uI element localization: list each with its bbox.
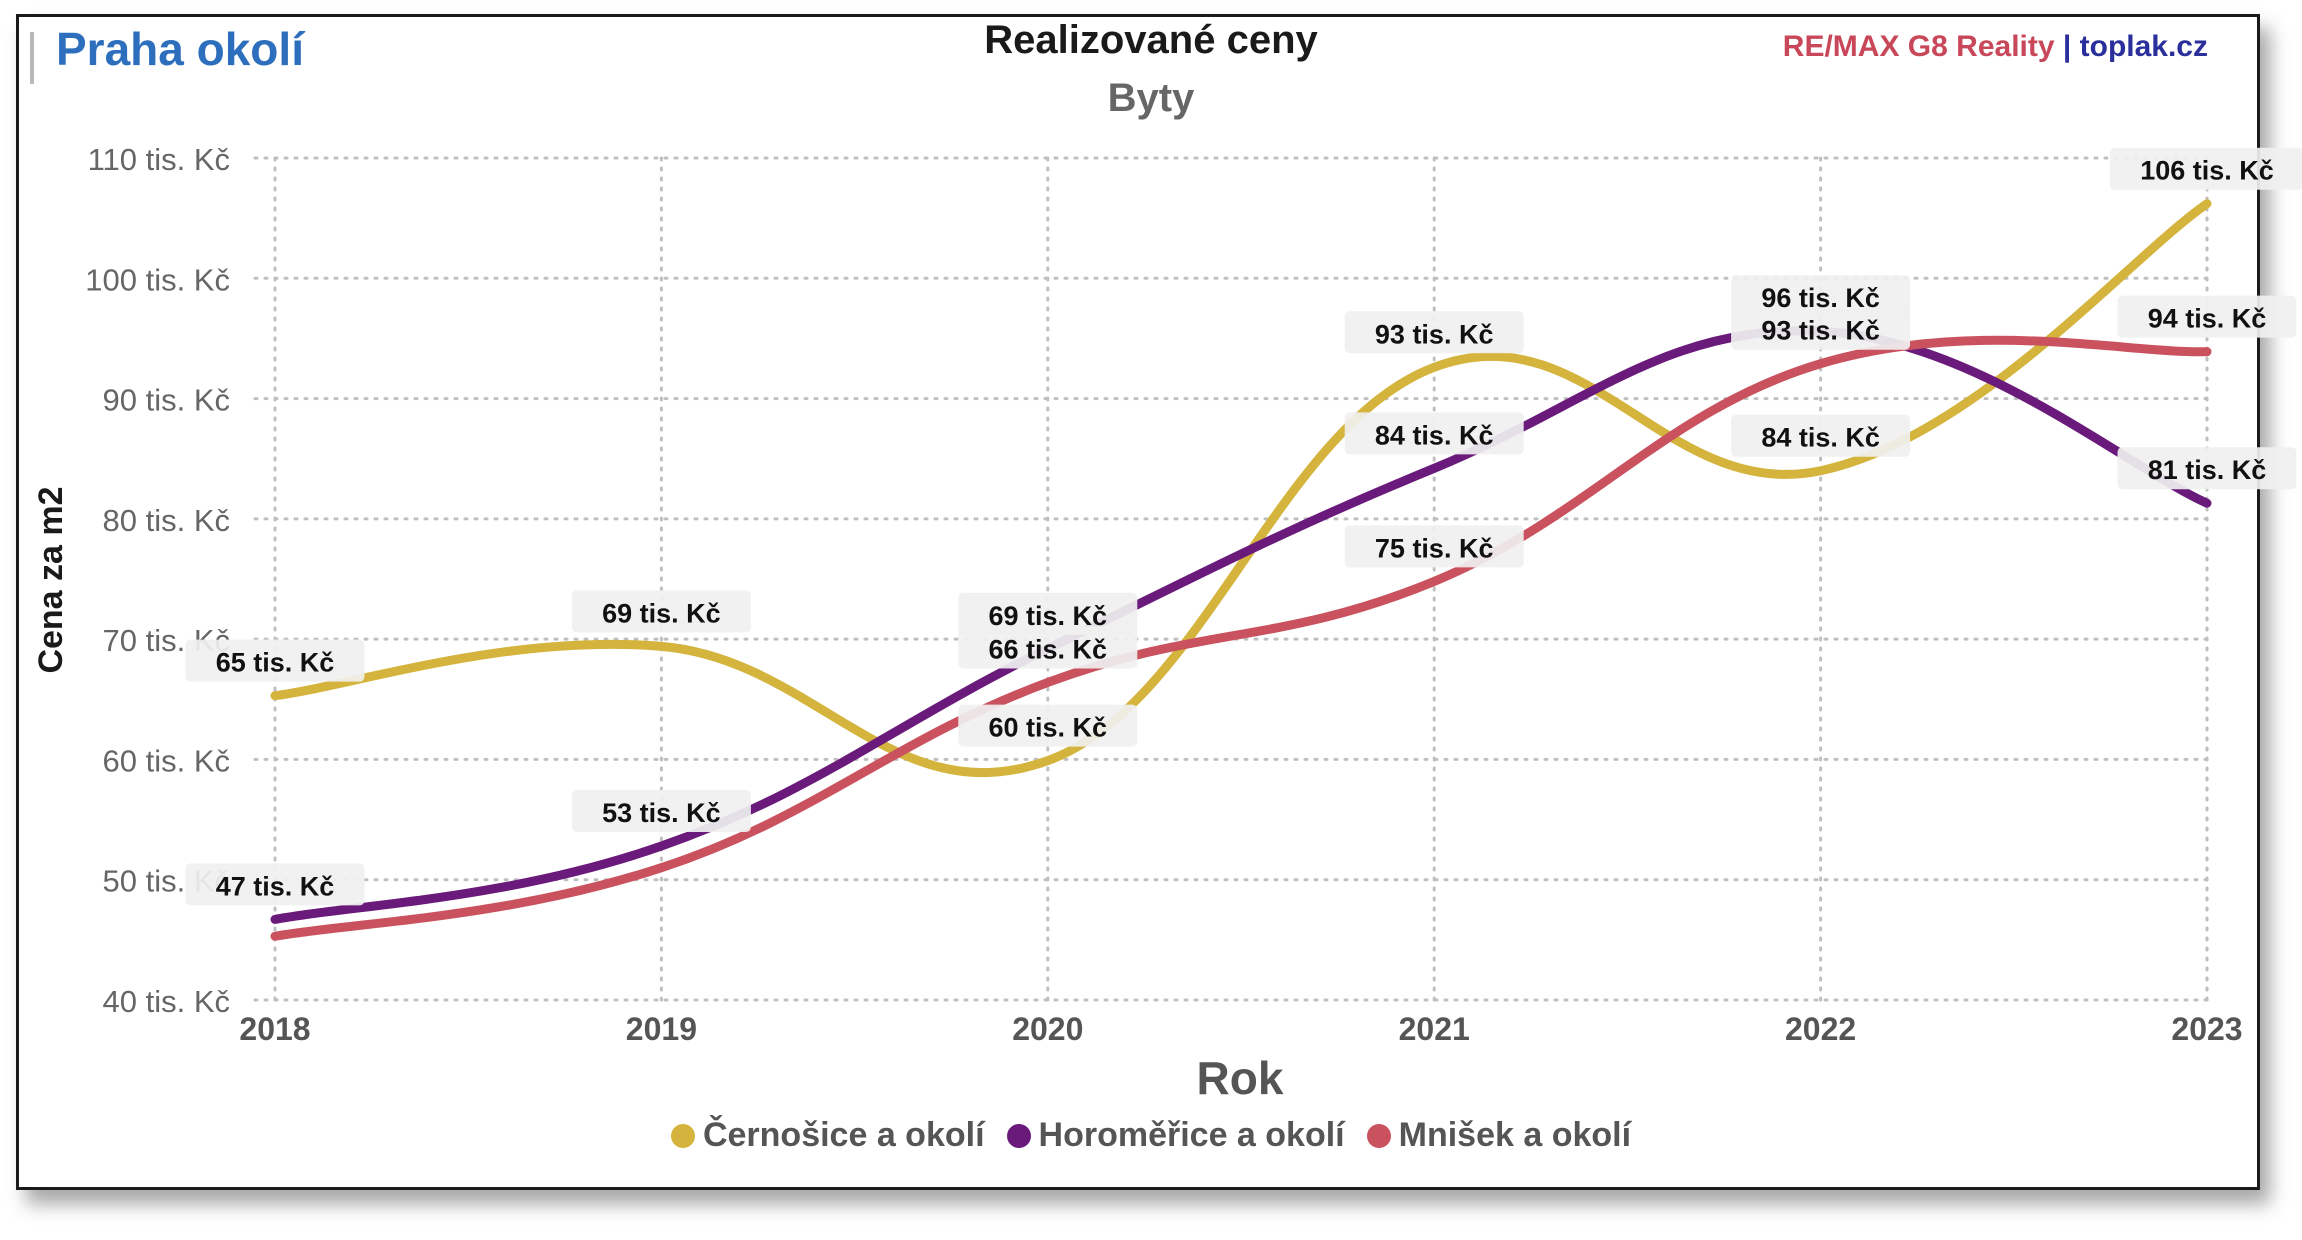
data-label-box — [958, 704, 1138, 747]
data-label-group: 93 tis. Kč — [1731, 307, 1911, 350]
data-label-group: 75 tis. Kč — [1344, 525, 1524, 568]
legend: Černošice a okolí Horoměřice a okolí Mniše… — [0, 1116, 2302, 1155]
legend-label: Mnišek a okolí — [1398, 1116, 1632, 1154]
data-label-group: 53 tis. Kč — [571, 790, 751, 833]
data-label-group: 65 tis. Kč — [185, 639, 365, 682]
x-tick-label: 2023 — [2171, 1011, 2242, 1047]
data-label-group: 81 tis. Kč — [2117, 447, 2297, 490]
legend-swatch — [1006, 1123, 1031, 1148]
data-label: 93 tis. Kč — [1375, 319, 1494, 349]
legend-entry[interactable]: Černošice a okolí — [670, 1116, 985, 1155]
data-label-group: 94 tis. Kč — [2117, 295, 2297, 338]
x-tick-label: 2018 — [239, 1011, 310, 1047]
brand-site-link: toplak.cz — [2079, 30, 2208, 63]
x-axis-ticks: 2018 2019 2020 2021 2022 2023 — [239, 1011, 2242, 1047]
brand-remax: RE/MAX G8 Reality — [1782, 30, 2055, 63]
data-label-group: 69 tis. Kč — [571, 590, 751, 633]
x-tick-label: 2022 — [1785, 1011, 1856, 1047]
data-label-box — [958, 592, 1138, 635]
data-label-group: 93 tis. Kč — [1344, 311, 1524, 354]
data-label-box — [185, 639, 365, 682]
brand-separator: | — [2054, 30, 2080, 63]
data-label: 69 tis. Kč — [602, 598, 721, 628]
chart-subtitle: Byty — [1107, 76, 1195, 120]
data-label-box — [1731, 414, 1911, 457]
data-label-box — [2117, 295, 2297, 338]
series-line-1 — [270, 326, 2212, 924]
data-label-box — [1731, 307, 1911, 350]
y-axis-label: Cena za m2 — [32, 486, 70, 673]
data-label: 94 tis. Kč — [2148, 304, 2267, 334]
data-label-group: 84 tis. Kč — [1731, 414, 1911, 457]
data-label-group: 84 tis. Kč — [1344, 412, 1524, 455]
chart-title: Realizované ceny — [984, 18, 1318, 62]
y-tick-label: 110 tis. Kč — [88, 142, 230, 177]
data-label: 81 tis. Kč — [2148, 455, 2267, 485]
data-label: 69 tis. Kč — [989, 601, 1108, 631]
legend-entry[interactable]: Horoměřice a okolí — [1006, 1116, 1345, 1155]
y-tick-label: 90 tis. Kč — [103, 383, 231, 418]
x-tick-label: 2019 — [626, 1011, 697, 1047]
brand-credit: RE/MAX G8 Reality | toplak.cz — [1783, 30, 2208, 64]
y-tick-label: 80 tis. Kč — [103, 503, 231, 538]
data-label: 66 tis. Kč — [989, 634, 1108, 664]
data-label: 65 tis. Kč — [216, 648, 335, 678]
data-label: 84 tis. Kč — [1375, 420, 1494, 450]
series-line-2 — [270, 335, 2212, 941]
data-label-box — [571, 790, 751, 833]
legend-label: Černošice a okolí — [702, 1116, 985, 1154]
y-tick-label: 60 tis. Kč — [103, 743, 231, 778]
data-label-box — [2109, 147, 2302, 190]
title-accent-bar — [30, 32, 34, 84]
data-label-box — [1731, 275, 1911, 318]
data-label: 47 tis. Kč — [216, 871, 335, 901]
legend-label: Horoměřice a okolí — [1038, 1116, 1345, 1154]
y-tick-label: 100 tis. Kč — [85, 262, 230, 297]
data-label-group: 66 tis. Kč — [958, 626, 1138, 669]
data-label-group: 60 tis. Kč — [958, 704, 1138, 747]
data-label-box — [2117, 447, 2297, 490]
data-label-box — [1344, 525, 1524, 568]
data-label-box — [1344, 311, 1524, 354]
x-tick-label: 2021 — [1399, 1011, 1470, 1047]
data-label-box — [185, 863, 365, 906]
data-label-group: 69 tis. Kč — [958, 592, 1138, 635]
x-axis-label: Rok — [1197, 1052, 1284, 1104]
series-lines — [270, 199, 2212, 941]
data-label: 75 tis. Kč — [1375, 533, 1494, 563]
data-label: 93 tis. Kč — [1761, 316, 1880, 346]
legend-swatch — [670, 1123, 695, 1148]
legend-swatch — [1366, 1123, 1391, 1148]
data-label: 84 tis. Kč — [1761, 423, 1880, 453]
legend-entry[interactable]: Mnišek a okolí — [1366, 1116, 1632, 1155]
data-label-box — [958, 626, 1138, 669]
region-title: Praha okolí — [56, 23, 304, 75]
data-label-box — [571, 590, 751, 633]
data-label: 53 tis. Kč — [602, 798, 721, 828]
data-labels: 65 tis. Kč 69 tis. Kč 60 tis. Kč 93 tis. Kč… — [185, 147, 2302, 906]
x-tick-label: 2020 — [1012, 1011, 1083, 1047]
data-label-group: 106 tis. Kč — [2109, 147, 2302, 190]
y-tick-label: 40 tis. Kč — [103, 984, 231, 1019]
data-label: 60 tis. Kč — [989, 713, 1108, 743]
series-line-0 — [270, 199, 2212, 777]
data-label-box — [1344, 412, 1524, 455]
data-label: 106 tis. Kč — [2140, 156, 2274, 186]
data-label-group: 47 tis. Kč — [185, 863, 365, 906]
